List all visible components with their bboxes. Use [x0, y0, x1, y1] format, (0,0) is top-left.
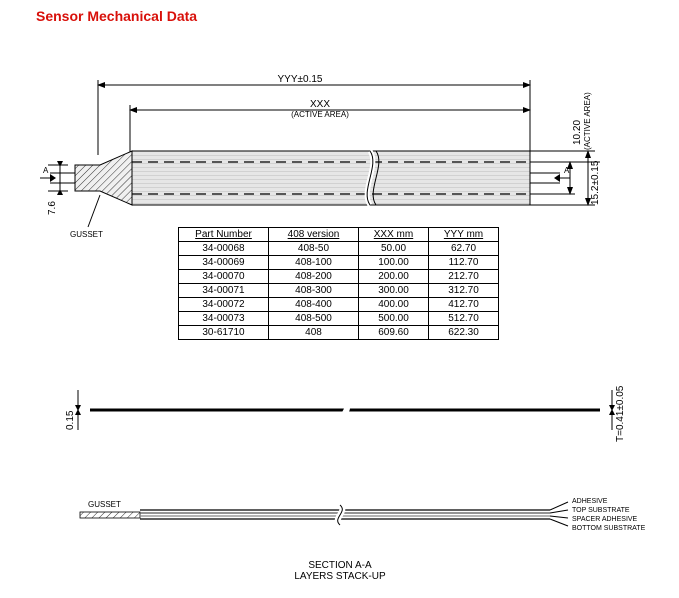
- sensor-body: [132, 151, 530, 205]
- dim-xxx-label: XXX: [310, 99, 330, 110]
- table-header-row: Part Number408 versionXXX mmYYY mm: [179, 228, 499, 242]
- table-row: 34-00071408-300300.00312.70: [179, 284, 499, 298]
- dim-left-height: 7.6: [47, 201, 58, 215]
- part-number-table: Part Number408 versionXXX mmYYY mm 34-00…: [178, 227, 499, 340]
- dim-yyy-label: YYY±0.15: [278, 74, 323, 85]
- svg-text:A: A: [43, 166, 49, 175]
- active-area-sub: (ACTIVE AREA): [291, 110, 349, 119]
- section-marker-left: A: [40, 166, 56, 182]
- gusset-shape: [75, 151, 132, 205]
- table-col-header: YYY mm: [429, 228, 499, 242]
- gusset-label: GUSSET: [70, 230, 103, 239]
- table-row: 34-00069408-100100.00112.70: [179, 256, 499, 270]
- table-row: 30-61710408609.60622.30: [179, 326, 499, 340]
- table-row: 34-00068408-5050.0062.70: [179, 242, 499, 256]
- table-row: 34-00070408-200200.00212.70: [179, 270, 499, 284]
- table-col-header: XXX mm: [359, 228, 429, 242]
- layer-label-1: TOP SUBSTRATE: [572, 506, 645, 515]
- table-col-header: Part Number: [179, 228, 269, 242]
- dim-right-height: 15.2±0.15: [590, 160, 601, 205]
- dim-right-active-sub: (ACTIVE AREA): [583, 92, 592, 150]
- svg-text:A: A: [564, 166, 570, 175]
- page-title: Sensor Mechanical Data: [36, 8, 197, 24]
- top-drawing: YYY±0.15 XXX (ACTIVE AREA) A A 7.6 GUSSE…: [40, 55, 640, 245]
- layer-label-0: ADHESIVE: [572, 497, 645, 506]
- layer-labels: ADHESIVE TOP SUBSTRATE SPACER ADHESIVE B…: [572, 497, 645, 533]
- layer-label-3: BOTTOM SUBSTRATE: [572, 524, 645, 533]
- dim-right-active: 10.20: [572, 120, 583, 145]
- section-title: SECTION A-A LAYERS STACK-UP: [240, 560, 440, 582]
- side-view: 0.15 T=0.41±0.05: [60, 370, 640, 450]
- table-col-header: 408 version: [269, 228, 359, 242]
- dim-thick-left: 0.15: [65, 410, 76, 430]
- table-row: 34-00073408-500500.00512.70: [179, 312, 499, 326]
- layers-view: [70, 490, 590, 540]
- layers-gusset-label: GUSSET: [88, 500, 121, 509]
- dim-thick-right: T=0.41±0.05: [615, 385, 626, 442]
- section-marker-right: A: [554, 166, 570, 182]
- layer-label-2: SPACER ADHESIVE: [572, 515, 645, 524]
- table-row: 34-00072408-400400.00412.70: [179, 298, 499, 312]
